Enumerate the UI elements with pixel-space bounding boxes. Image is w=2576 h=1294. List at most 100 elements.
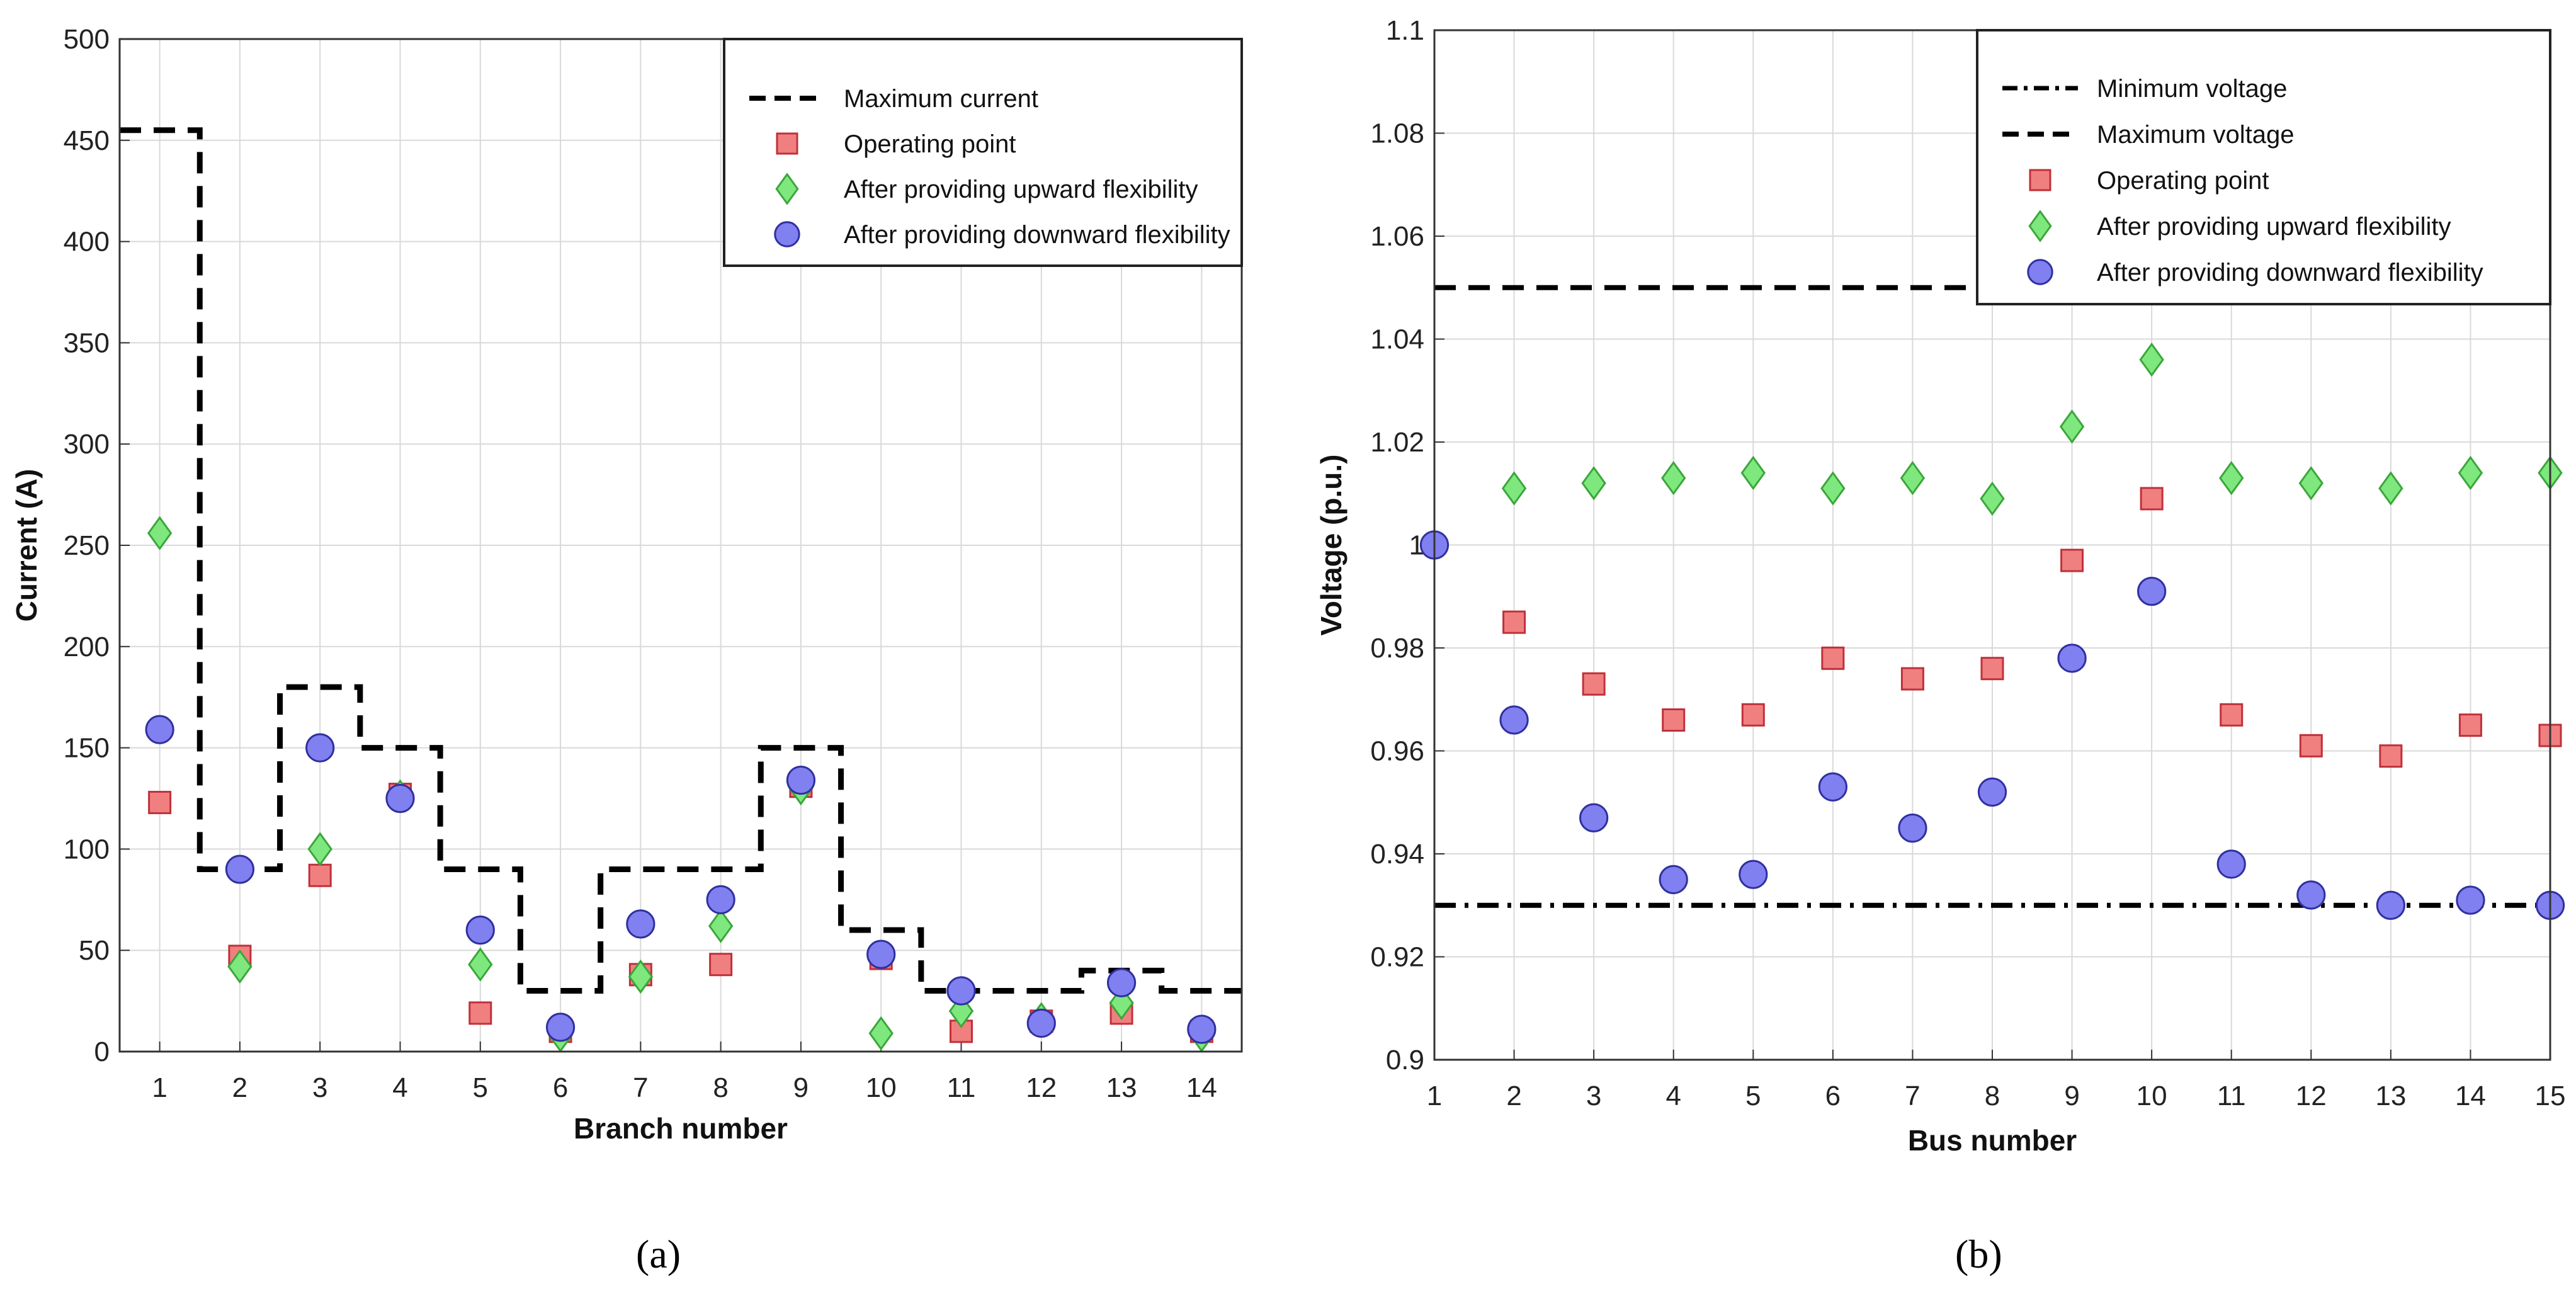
x-tick-label: 5 bbox=[1745, 1081, 1761, 1111]
data-point-circle bbox=[305, 733, 335, 763]
data-point-circle bbox=[1898, 814, 1927, 843]
legend-swatch-circle bbox=[774, 221, 800, 247]
data-point-square bbox=[1741, 703, 1765, 727]
data-point-diamond bbox=[708, 909, 734, 943]
legend-swatch-square bbox=[776, 132, 798, 155]
series-after-providing-upward-flexibility bbox=[147, 516, 1215, 1053]
data-point-diamond bbox=[1820, 471, 1846, 506]
data-point-diamond bbox=[227, 949, 252, 984]
x-axis-label: Branch number bbox=[574, 1112, 788, 1145]
x-tick-label: 4 bbox=[392, 1072, 407, 1103]
data-point-circle bbox=[2376, 890, 2405, 920]
series-operating-point bbox=[148, 775, 1213, 1043]
x-tick-label: 1 bbox=[152, 1072, 167, 1103]
y-tick-label: 0.9 bbox=[1386, 1045, 1424, 1075]
data-point-square bbox=[709, 953, 733, 977]
data-point-diamond bbox=[1740, 455, 1766, 491]
data-point-circle bbox=[626, 909, 655, 939]
x-tick-label: 3 bbox=[1586, 1081, 1601, 1111]
series-maximum-current bbox=[120, 127, 1242, 994]
data-point-circle bbox=[465, 915, 495, 945]
y-tick-label: 0 bbox=[94, 1036, 110, 1067]
data-point-diamond bbox=[1661, 461, 1686, 496]
legend-swatch-square bbox=[2029, 169, 2051, 191]
x-tick-label: 3 bbox=[312, 1072, 327, 1103]
data-point-circle bbox=[1977, 777, 2007, 807]
plot-frame bbox=[118, 38, 1243, 1053]
y-tick-label: 1.02 bbox=[1370, 427, 1424, 458]
x-tick-label: 13 bbox=[1106, 1072, 1137, 1103]
data-point-square bbox=[1900, 667, 1924, 691]
x-tick-label: 1 bbox=[1427, 1081, 1442, 1111]
x-tick-label: 6 bbox=[553, 1072, 568, 1103]
data-point-square bbox=[1980, 657, 2004, 681]
data-point-circle bbox=[1106, 968, 1137, 997]
data-point-square bbox=[1662, 708, 1686, 732]
chart-panel-a: 1 2 3 4 5 6 7 8 9 10 11 12 13 14050100150200250300350… bbox=[10, 24, 1243, 1145]
panel-label-a: (a) bbox=[636, 1232, 681, 1276]
data-point-square bbox=[2299, 734, 2323, 758]
series-after-providing-downward-flexibility bbox=[1419, 530, 2565, 920]
data-point-diamond bbox=[2298, 466, 2324, 501]
y-tick-label: 1.04 bbox=[1370, 324, 1424, 355]
y-tick-label: 1.08 bbox=[1370, 118, 1424, 149]
data-point-circle bbox=[1499, 705, 1529, 735]
series-operating-point bbox=[1502, 487, 2562, 768]
legend-label: Maximum current bbox=[844, 85, 1038, 113]
x-tick-label: 2 bbox=[232, 1072, 247, 1103]
data-point-square bbox=[2220, 703, 2244, 727]
y-tick-label: 350 bbox=[64, 327, 110, 358]
data-point-diamond bbox=[868, 1016, 894, 1051]
data-point-circle bbox=[2216, 849, 2246, 879]
data-point-diamond bbox=[2219, 461, 2244, 496]
y-tick-label: 50 bbox=[79, 935, 110, 966]
data-point-square bbox=[148, 790, 172, 814]
data-point-circle bbox=[1739, 860, 1768, 889]
legend-swatch-circle bbox=[2027, 259, 2053, 285]
y-tick-label: 250 bbox=[64, 530, 110, 561]
data-point-square bbox=[1502, 610, 1526, 634]
x-tick-label: 11 bbox=[2217, 1081, 2246, 1111]
y-tick-label: 450 bbox=[64, 125, 110, 156]
y-tick-label: 0.92 bbox=[1370, 942, 1424, 973]
data-point-circle bbox=[2456, 885, 2485, 915]
x-tick-label: 10 bbox=[2136, 1081, 2167, 1111]
legend-swatch-diamond bbox=[2028, 210, 2052, 242]
data-point-square bbox=[468, 1001, 492, 1025]
series-after-providing-upward-flexibility bbox=[1501, 342, 2563, 516]
x-tick-label: 10 bbox=[866, 1072, 897, 1103]
x-tick-label: 6 bbox=[1825, 1081, 1841, 1111]
data-point-circle bbox=[145, 715, 174, 744]
data-point-circle bbox=[2296, 880, 2326, 910]
data-point-circle bbox=[545, 1013, 576, 1042]
data-point-circle bbox=[225, 854, 255, 884]
y-axis-label: Voltage (p.u.) bbox=[1315, 455, 1348, 636]
data-point-diamond bbox=[468, 947, 493, 982]
y-tick-label: 500 bbox=[64, 24, 110, 55]
data-point-diamond bbox=[2059, 409, 2085, 444]
x-tick-label: 9 bbox=[793, 1072, 809, 1103]
data-point-square bbox=[1821, 646, 1845, 670]
legend-box bbox=[723, 38, 1243, 267]
data-point-circle bbox=[1818, 772, 1847, 802]
series-after-providing-downward-flexibility bbox=[145, 715, 1217, 1044]
data-point-diamond bbox=[628, 959, 654, 994]
data-point-diamond bbox=[1900, 461, 1926, 496]
x-tick-label: 8 bbox=[713, 1072, 728, 1103]
x-tick-label: 7 bbox=[1905, 1081, 1920, 1111]
data-point-diamond bbox=[2378, 471, 2403, 506]
data-point-circle bbox=[706, 885, 735, 914]
data-point-square bbox=[308, 863, 332, 887]
y-tick-label: 0.98 bbox=[1370, 633, 1424, 664]
legend-b: Minimum voltage Maximum voltage Operating … bbox=[1976, 29, 2551, 305]
x-axis-label: Bus number bbox=[1908, 1124, 2077, 1157]
legend-swatch-diamond bbox=[775, 173, 799, 205]
x-tick-label: 9 bbox=[2064, 1081, 2079, 1111]
legend-label: After providing downward flexibility bbox=[2097, 259, 2483, 287]
data-point-circle bbox=[385, 783, 415, 814]
y-tick-label: 1.1 bbox=[1386, 15, 1424, 46]
data-point-diamond bbox=[147, 516, 173, 550]
legend-label: Operating point bbox=[844, 130, 1016, 158]
data-point-circle bbox=[786, 765, 816, 795]
